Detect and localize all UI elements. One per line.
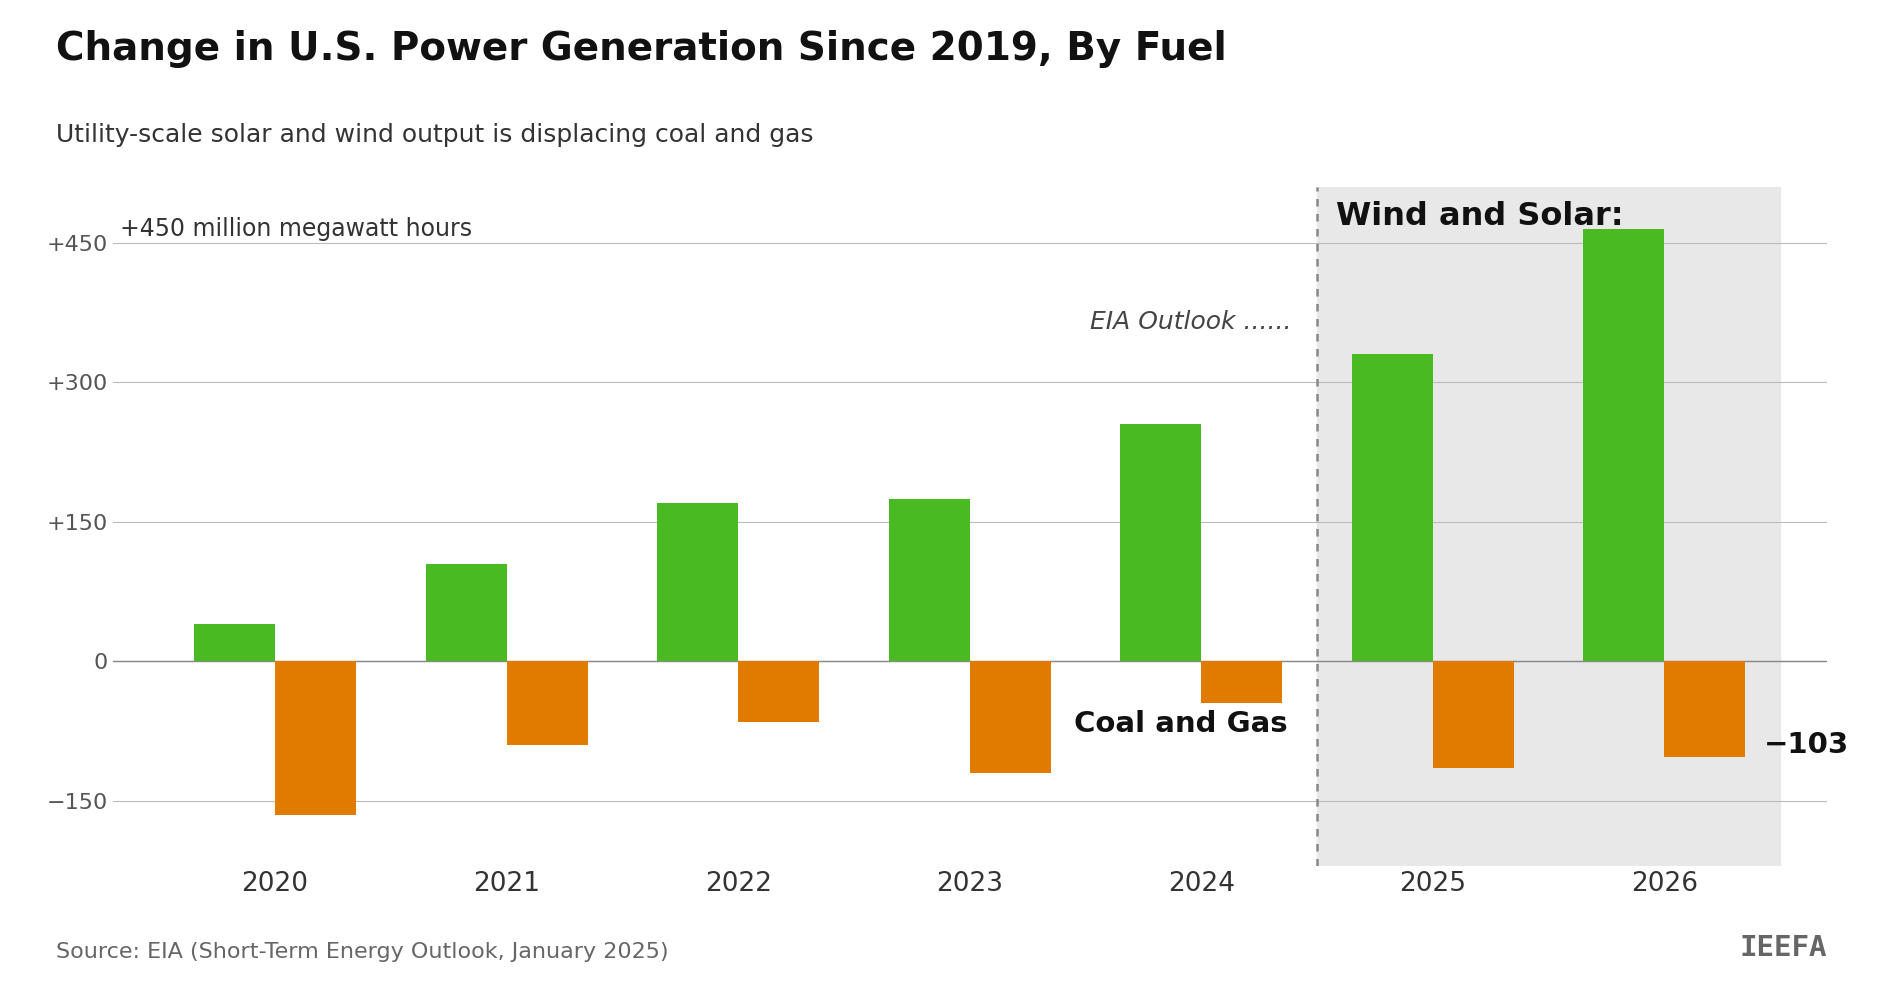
Bar <box>425 564 506 661</box>
Text: +450 million megawatt hours: +450 million megawatt hours <box>120 216 472 241</box>
Bar <box>1432 661 1513 769</box>
Bar <box>275 661 356 815</box>
Bar <box>1351 354 1432 661</box>
Text: IEEFA: IEEFA <box>1739 935 1826 962</box>
Bar <box>1201 661 1282 704</box>
Text: Change in U.S. Power Generation Since 2019, By Fuel: Change in U.S. Power Generation Since 20… <box>56 30 1227 68</box>
Bar <box>194 624 275 661</box>
Text: −103: −103 <box>1763 731 1848 759</box>
Bar <box>1120 424 1201 661</box>
Bar <box>1664 661 1745 757</box>
Bar <box>506 661 587 745</box>
Bar <box>888 499 969 661</box>
Text: Utility-scale solar and wind output is displacing coal and gas: Utility-scale solar and wind output is d… <box>56 123 813 147</box>
Text: Wind and Solar:: Wind and Solar: <box>1334 201 1645 232</box>
Bar <box>1583 229 1664 661</box>
Bar <box>969 661 1050 772</box>
Bar <box>657 503 738 661</box>
Bar <box>1316 187 1778 866</box>
Text: Coal and Gas: Coal and Gas <box>1073 709 1287 738</box>
Bar <box>738 661 819 721</box>
Text: Source: EIA (Short-Term Energy Outlook, January 2025): Source: EIA (Short-Term Energy Outlook, … <box>56 943 668 962</box>
Text: EIA Outlook ......: EIA Outlook ...... <box>1090 310 1291 334</box>
